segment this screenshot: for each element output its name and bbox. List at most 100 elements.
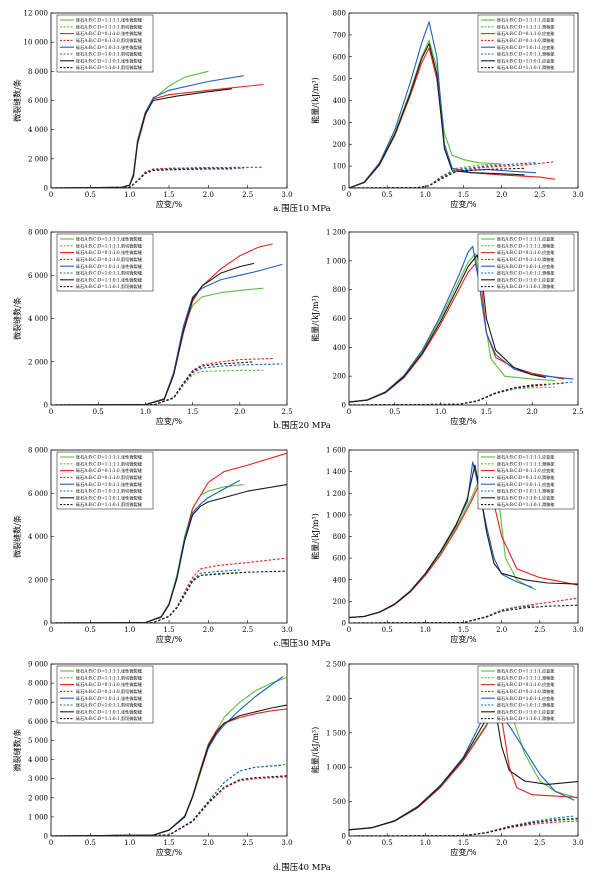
- x-tick-label: 2.5: [281, 408, 292, 416]
- legend-label: 砾石A:B:C:D=0:1:1:0,剪切微裂缝: [76, 37, 143, 44]
- x-tick-label: 0.5: [85, 191, 96, 199]
- chart-panel-a-crack: 0 0.5 1.0 1.5 2.0 2.5 3.0 0 2 000 4 000 6 000 8 000…: [12, 10, 293, 210]
- series-line-3: [348, 21, 537, 189]
- x-axis-label: 应变/%: [450, 634, 477, 644]
- y-tick-label: 1 400: [326, 468, 346, 476]
- legend-label: 砾石A:B:C:D=0:1:1:0,张性微裂缝: [76, 681, 143, 688]
- legend-label: 砾石A:B:C:D=1:0:1:1,张性微裂缝: [76, 263, 143, 270]
- x-tick-label: 1.5: [163, 839, 174, 847]
- x-tick-label: 2.0: [203, 191, 214, 199]
- y-tick-label: 400: [333, 576, 346, 584]
- legend-label: 砾石A:B:C:D=1:0:1:1,滑移能: [497, 51, 555, 58]
- series-line-7: [50, 764, 284, 837]
- x-tick-label: 0: [347, 408, 351, 416]
- y-axis-label: 能量/(kJ/m³): [310, 727, 320, 773]
- legend-label: 砾石A:B:C:D=1:0:1:1,张性微裂缝: [76, 695, 143, 702]
- figure-caption: c.围压30 MPa: [273, 639, 330, 649]
- legend-label: 砾石A:B:C:D=1:1:0:1,滑移能: [497, 715, 555, 722]
- x-tick-label: 0.5: [85, 839, 96, 847]
- legend-label: 砾石A:B:C:D=1:1:1:1,剪切微裂缝: [76, 242, 143, 249]
- x-tick-label: 0.5: [93, 408, 104, 416]
- series-line-6: [50, 357, 273, 406]
- y-axis-label: 能量/(kJ/m³): [310, 513, 320, 559]
- legend-label: 砾石A:B:C:D=1:1:1:1,滑移能: [497, 674, 555, 681]
- legend: 砾石A:B:C:D=1:1:1:1,应变能砾石A:B:C:D=1:1:1:1,滑…: [477, 451, 575, 510]
- series-line-7: [348, 815, 575, 837]
- chart-panel-b-crack: 0 0.5 1.0 1.5 2.0 2.5 0 2 000 4 000 6 000 8 000 应变/…: [12, 229, 293, 427]
- legend-label: 砾石A:B:C:D=0:1:1:0,应变能: [497, 681, 555, 688]
- legend-label: 砾石A:B:C:D=0:1:1:0,剪切微裂缝: [76, 474, 143, 481]
- legend-label: 砾石A:B:C:D=0:1:1:0,应变能: [497, 30, 555, 37]
- x-axis-label: 应变/%: [450, 199, 477, 209]
- legend-label: 砾石A:B:C:D=1:1:0:1,剪切微裂缝: [76, 64, 143, 71]
- legend-label: 砾石A:B:C:D=1:0:1:1,张性微裂缝: [76, 44, 143, 51]
- x-tick-label: 3.0: [281, 191, 292, 199]
- legend-label: 砾石A:B:C:D=1:1:0:1,滑移能: [497, 283, 555, 290]
- y-tick-label: 500: [333, 75, 346, 83]
- x-tick-label: 0.5: [389, 408, 400, 416]
- series-line-6: [50, 557, 288, 624]
- y-tick-label: 6 000: [28, 718, 48, 726]
- chart-panel-c-energy: 0 0.5 1.0 1.5 2.0 2.5 3.0 0 200 400 600 800 1 000 1 2…: [310, 447, 584, 645]
- y-tick-label: 8 000: [28, 680, 48, 688]
- y-tick-label: 0: [342, 833, 346, 841]
- series-line-8: [50, 775, 288, 837]
- x-tick-label: 1.0: [124, 626, 135, 634]
- x-tick-label: 0: [347, 839, 351, 847]
- y-tick-label: 200: [333, 141, 346, 149]
- legend-label: 砾石A:B:C:D=1:1:0:1,张性微裂缝: [76, 708, 143, 715]
- legend-box: [56, 665, 154, 724]
- legend-label: 砾石A:B:C:D=1:0:1:1,剪切微裂缝: [76, 51, 143, 58]
- x-tick-label: 3.0: [281, 626, 292, 634]
- series-line-4: [348, 254, 547, 403]
- y-tick-label: 1 000: [326, 764, 346, 772]
- legend-box: [477, 233, 575, 292]
- y-tick-label: 6 000: [28, 272, 48, 280]
- series-line-4: [348, 464, 579, 619]
- y-tick-label: 1 200: [326, 229, 346, 237]
- legend-label: 砾石A:B:C:D=1:0:1:1,剪切微裂缝: [76, 702, 143, 709]
- x-axis-label: 应变/%: [156, 416, 183, 426]
- series-line-7: [348, 605, 533, 624]
- y-tick-label: 6 000: [28, 490, 48, 498]
- legend-label: 砾石A:B:C:D=1:0:1:1,张性微裂缝: [76, 481, 143, 488]
- legend: 砾石A:B:C:D=1:1:1:1,应变能砾石A:B:C:D=1:1:1:1,滑…: [477, 14, 575, 73]
- x-tick-label: 0.5: [382, 626, 393, 634]
- x-tick-label: 2.5: [242, 191, 253, 199]
- legend-label: 砾石A:B:C:D=1:1:1:1,张性微裂缝: [76, 668, 143, 675]
- series-line-2: [50, 708, 288, 837]
- legend-label: 砾石A:B:C:D=1:1:1:1,张性微裂缝: [76, 17, 143, 24]
- legend: 砾石A:B:C:D=1:1:1:1,应变能砾石A:B:C:D=1:1:1:1,滑…: [477, 665, 575, 724]
- legend-label: 砾石A:B:C:D=1:1:0:1,剪切微裂缝: [76, 715, 143, 722]
- y-tick-label: 4 000: [28, 315, 48, 323]
- y-tick-label: 4 000: [28, 126, 48, 134]
- legend-box: [477, 665, 575, 724]
- x-tick-label: 1.5: [163, 191, 174, 199]
- series-line-4: [50, 262, 255, 406]
- legend-label: 砾石A:B:C:D=0:1:1:0,张性微裂缝: [76, 30, 143, 37]
- x-tick-label: 1.0: [124, 839, 135, 847]
- legend-label: 砾石A:B:C:D=1:1:0:1,张性微裂缝: [76, 57, 143, 64]
- legend-label: 砾石A:B:C:D=0:1:1:0,剪切微裂缝: [76, 688, 143, 695]
- y-tick-label: 0: [44, 402, 48, 410]
- y-tick-label: 2 000: [28, 794, 48, 802]
- x-tick-label: 2.0: [496, 839, 507, 847]
- legend-box: [477, 14, 575, 73]
- x-tick-label: 2.5: [534, 191, 545, 199]
- legend-label: 砾石A:B:C:D=1:0:1:1,滑移能: [497, 702, 555, 709]
- series-line-8: [348, 167, 525, 189]
- legend-label: 砾石A:B:C:D=0:1:1:0,滑移能: [497, 256, 555, 263]
- x-tick-label: 1.0: [420, 626, 431, 634]
- y-tick-label: 500: [333, 798, 346, 806]
- x-tick-label: 3.0: [572, 191, 583, 199]
- x-tick-label: 1.5: [458, 626, 469, 634]
- y-tick-label: 200: [333, 598, 346, 606]
- legend-label: 砾石A:B:C:D=0:1:1:0,滑移能: [497, 688, 555, 695]
- x-tick-label: 0: [49, 408, 53, 416]
- legend-label: 砾石A:B:C:D=1:1:0:1,应变能: [497, 57, 555, 64]
- y-tick-label: 800: [333, 533, 346, 541]
- x-tick-label: 2.0: [496, 626, 507, 634]
- y-tick-label: 12 000: [24, 10, 49, 18]
- y-tick-label: 3 000: [28, 775, 48, 783]
- legend-label: 砾石A:B:C:D=0:1:1:0,张性微裂缝: [76, 467, 143, 474]
